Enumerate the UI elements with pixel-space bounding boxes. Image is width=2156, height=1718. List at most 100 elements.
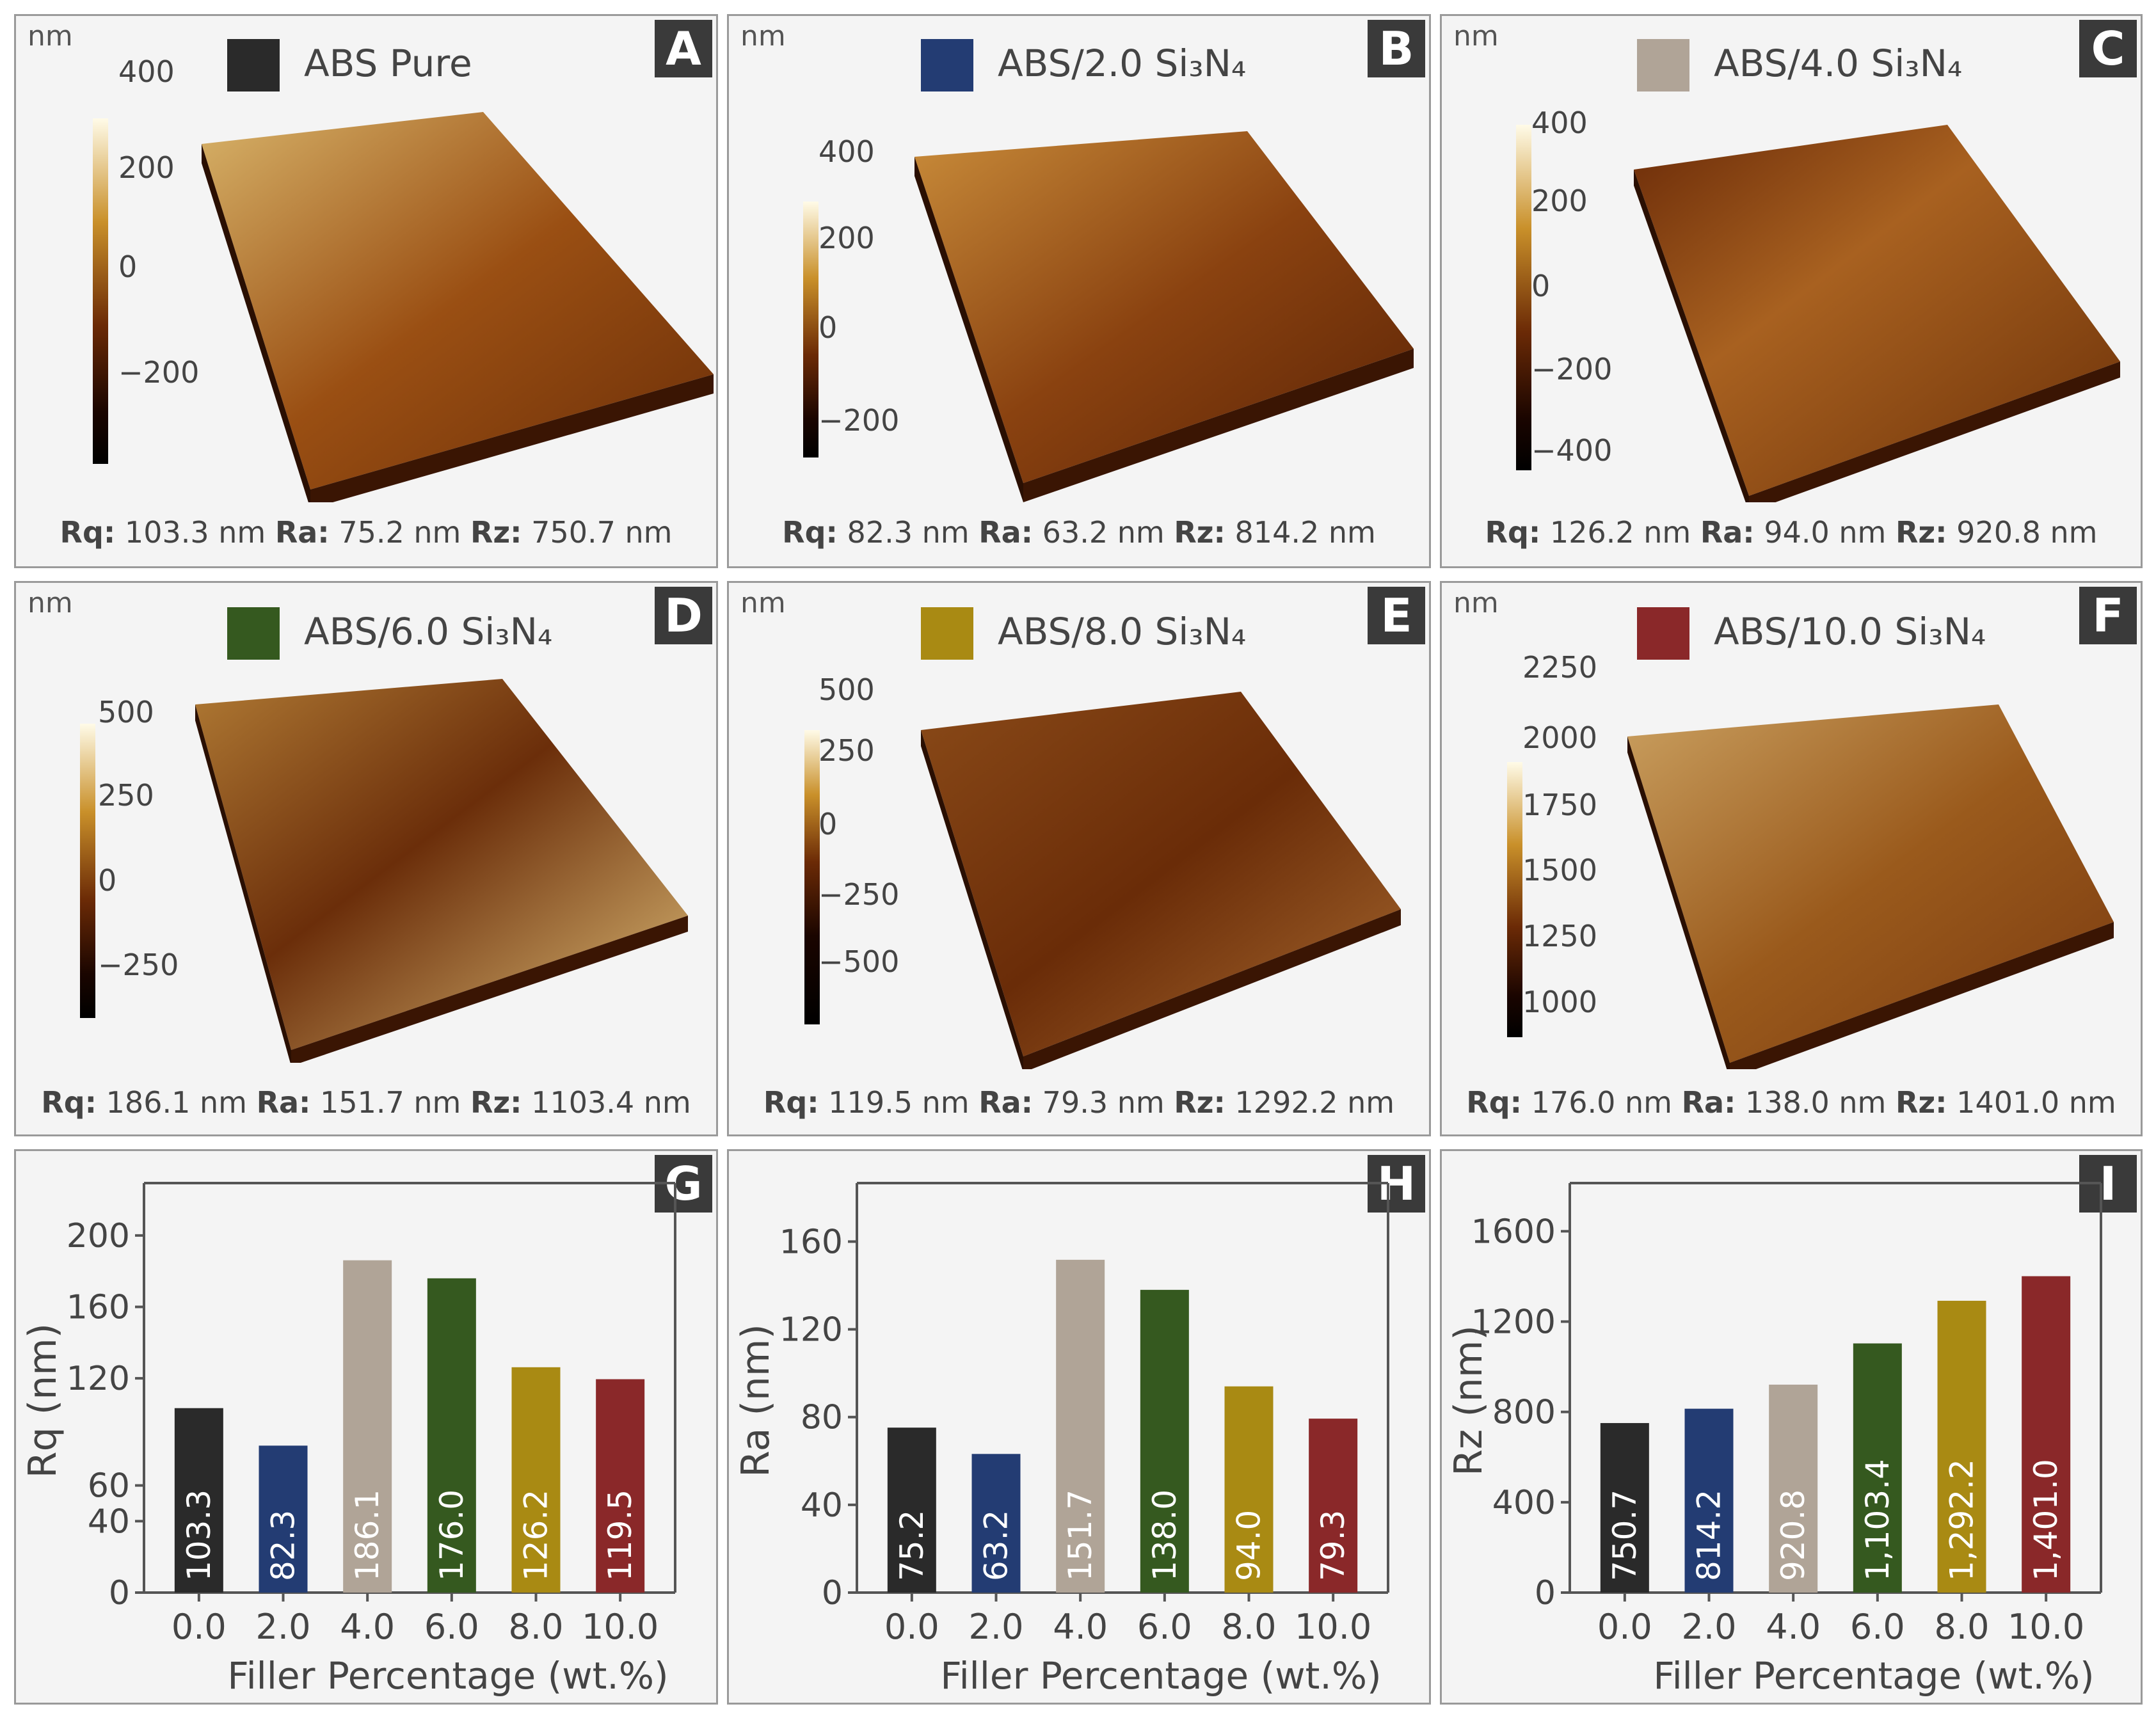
ra-value: 94.0 nm xyxy=(1764,515,1887,550)
scale-tick: −500 xyxy=(818,944,900,979)
scale-tick: 400 xyxy=(818,134,875,169)
roughness-stats: Rq: 103.3 nm Ra: 75.2 nm Rz: 750.7 nm xyxy=(16,515,716,550)
bar xyxy=(1600,1423,1649,1593)
afm-surface-3d xyxy=(921,692,1401,1069)
bar-value-label: 119.5 xyxy=(602,1490,639,1581)
bar-value-label: 94.0 xyxy=(1231,1510,1268,1581)
bar xyxy=(1684,1408,1734,1593)
x-tick-label: 2.0 xyxy=(969,1607,1024,1647)
scale-tick: −250 xyxy=(98,948,179,982)
bar-value-label: 920.8 xyxy=(1775,1490,1812,1581)
bar xyxy=(1056,1259,1105,1593)
bar-value-label: 1,292.2 xyxy=(1944,1459,1981,1581)
y-tick-label: 40 xyxy=(88,1502,130,1541)
y-axis-label: Rq (nm) xyxy=(20,1323,65,1478)
y-tick-label: 1600 xyxy=(1471,1213,1556,1251)
bar xyxy=(511,1367,561,1593)
scale-tick: 0 xyxy=(818,807,838,841)
rq-label: Rq: xyxy=(763,1085,819,1120)
rq-label: Rq: xyxy=(1485,515,1541,550)
x-tick-label: 4.0 xyxy=(1766,1607,1821,1647)
bar-value-label: 63.2 xyxy=(978,1510,1015,1581)
bar xyxy=(174,1408,223,1593)
afm-surface-3d xyxy=(202,112,714,502)
scale-tick: 1250 xyxy=(1522,919,1598,953)
rz-value: 1292.2 nm xyxy=(1234,1085,1395,1120)
y-tick-label: 0 xyxy=(822,1574,843,1612)
rq-value: 119.5 nm xyxy=(828,1085,970,1120)
ra-value: 138.0 nm xyxy=(1745,1085,1887,1120)
ra-label: Ra: xyxy=(978,1085,1034,1120)
ra-label: Ra: xyxy=(1681,1085,1736,1120)
unit-label: nm xyxy=(740,587,786,619)
bar-chart-panel-i: I 0 400 800 1200 1600 Rz (nm) 750.7 0.0 814.2 2.0… xyxy=(1440,1149,2143,1705)
y-tick-label: 60 xyxy=(88,1467,130,1506)
bar-value-label: 186.1 xyxy=(349,1490,386,1581)
x-axis-label: Filler Percentage (wt.%) xyxy=(1653,1654,2094,1698)
x-tick-label: 8.0 xyxy=(509,1607,564,1647)
unit-label: nm xyxy=(28,587,73,619)
ra-label: Ra: xyxy=(275,515,330,550)
afm-surface-3d xyxy=(1627,704,2114,1069)
scale-tick: 500 xyxy=(818,672,875,707)
scale-tick: 400 xyxy=(118,54,175,89)
bar-value-label: 1,401.0 xyxy=(2027,1459,2064,1581)
scale-tick: 200 xyxy=(818,221,875,255)
rq-label: Rq: xyxy=(1466,1085,1522,1120)
afm-panel-a: nm 400 200 0 −200 ABS Pure A Rq: 103.3 n… xyxy=(14,14,718,568)
bar-chart-panel-h: H 0 40 80 120 160 Ra (nm) 75.2 0.0 63.2 2.0 151.7 4… xyxy=(727,1149,1431,1705)
y-tick-label: 400 xyxy=(1492,1484,1556,1522)
ra-label: Ra: xyxy=(256,1085,311,1120)
x-tick-label: 0.0 xyxy=(884,1607,939,1647)
afm-panel-d: nm 500 250 0 −250 ABS/6.0 Si₃N₄ D Rq: 18… xyxy=(14,581,718,1136)
y-tick-label: 40 xyxy=(801,1486,843,1525)
afm-panel-e: nm 500 250 0 −250 −500 ABS/8.0 Si₃N₄ E R… xyxy=(727,581,1431,1136)
rz-label: Rz: xyxy=(1174,1085,1226,1120)
legend-swatch xyxy=(227,607,280,660)
scale-tick: −200 xyxy=(1531,352,1613,386)
y-tick-label: 160 xyxy=(67,1288,130,1326)
scale-tick: 2000 xyxy=(1522,720,1598,755)
panel-letter: E xyxy=(1368,587,1425,644)
rq-label: Rq: xyxy=(60,515,116,550)
y-tick-label: 120 xyxy=(779,1311,843,1349)
ra-value: 79.3 nm xyxy=(1042,1085,1165,1120)
bar xyxy=(1937,1300,1986,1593)
x-tick-label: 10.0 xyxy=(582,1607,659,1647)
bar-value-label: 126.2 xyxy=(518,1490,555,1581)
panel-letter: A xyxy=(655,20,712,77)
x-tick-label: 10.0 xyxy=(1295,1607,1371,1647)
scale-tick: 1000 xyxy=(1522,985,1598,1019)
afm-panel-b: nm 400 200 0 −200 ABS/2.0 Si₃N₄ B Rq: 82… xyxy=(727,14,1431,568)
y-axis-label: Ra (nm) xyxy=(733,1324,778,1477)
y-tick-label: 0 xyxy=(1535,1574,1556,1612)
rz-value: 1103.4 nm xyxy=(531,1085,691,1120)
rz-bar-chart: 0 400 800 1200 1600 Rz (nm) 750.7 0.0 814.2 2.0 92… xyxy=(1446,1182,2102,1698)
rz-label: Rz: xyxy=(470,515,522,550)
roughness-stats: Rq: 119.5 nm Ra: 79.3 nm Rz: 1292.2 nm xyxy=(729,1085,1429,1120)
scale-tick: 500 xyxy=(98,695,154,729)
bar xyxy=(259,1445,308,1593)
x-tick-label: 6.0 xyxy=(1137,1607,1192,1647)
legend-swatch xyxy=(1637,39,1689,91)
bar-value-label: 814.2 xyxy=(1691,1490,1728,1581)
scale-tick: 200 xyxy=(1531,184,1588,218)
height-colorbar xyxy=(80,724,95,1018)
bar xyxy=(343,1260,392,1593)
bar xyxy=(1140,1289,1189,1593)
rq-value: 103.3 nm xyxy=(124,515,266,550)
bar-value-label: 138.0 xyxy=(1146,1490,1183,1581)
height-colorbar xyxy=(1516,125,1531,470)
x-tick-label: 8.0 xyxy=(1222,1607,1277,1647)
unit-label: nm xyxy=(1453,587,1499,619)
afm-surface-3d xyxy=(195,679,688,1063)
rz-label: Rz: xyxy=(470,1085,522,1120)
x-tick-label: 0.0 xyxy=(172,1607,227,1647)
bar-value-label: 82.3 xyxy=(265,1510,302,1581)
bar xyxy=(971,1454,1021,1593)
y-tick-label: 80 xyxy=(801,1399,843,1437)
y-tick-label: 120 xyxy=(67,1360,130,1398)
x-tick-label: 2.0 xyxy=(1682,1607,1737,1647)
bar xyxy=(1769,1385,1818,1593)
scale-tick: 200 xyxy=(118,150,175,185)
